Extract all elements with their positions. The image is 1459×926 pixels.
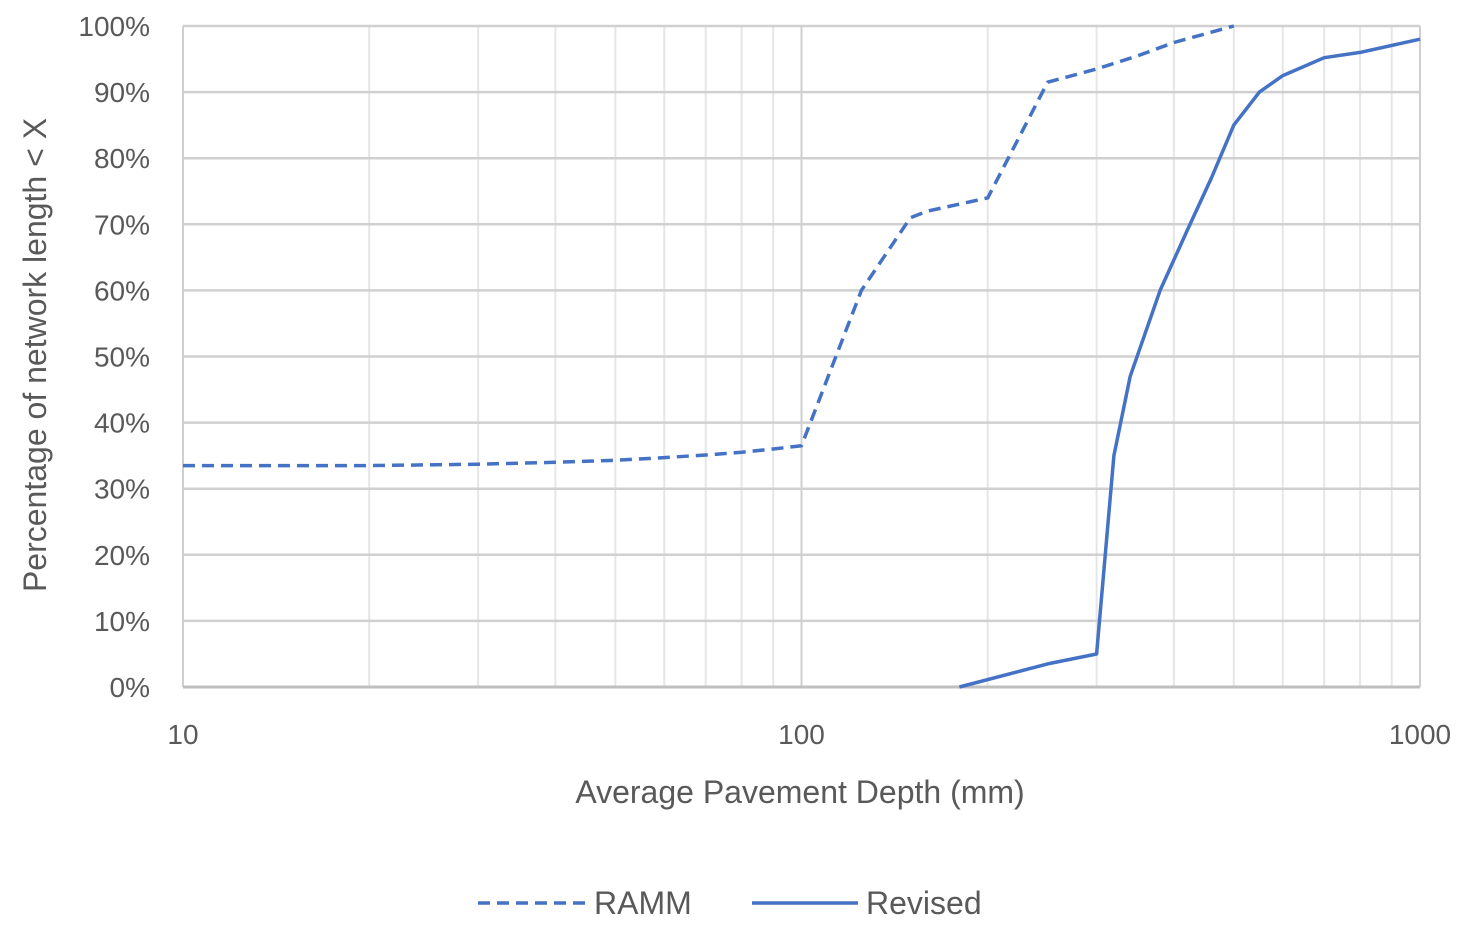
x-tick-label: 10	[167, 719, 198, 750]
tick-labels: 0% 10% 20% 30% 40% 50% 60% 70% 80% 90% 100% 10 100 10…	[78, 11, 1451, 750]
y-tick-label: 40%	[94, 408, 150, 439]
y-tick-label: 80%	[94, 143, 150, 174]
x-tick-label: 100	[778, 719, 825, 750]
y-tick-label: 0%	[110, 672, 150, 703]
y-tick-label: 100%	[78, 11, 150, 42]
y-tick-label: 60%	[94, 275, 150, 306]
legend: RAMM Revised	[478, 885, 982, 921]
legend-label-ramm: RAMM	[594, 885, 692, 921]
series-line-ramm	[183, 24, 1235, 468]
y-tick-label: 50%	[94, 342, 150, 373]
y-axis-label: Percentage of network length < X	[17, 118, 53, 592]
y-tick-label: 30%	[94, 474, 150, 505]
y-tick-label: 20%	[94, 540, 150, 571]
x-axis-label: Average Pavement Depth (mm)	[575, 774, 1024, 810]
legend-label-revised: Revised	[866, 885, 982, 921]
y-tick-label: 90%	[94, 77, 150, 108]
series-lines	[183, 24, 1421, 689]
x-tick-label: 1000	[1389, 719, 1451, 750]
y-tick-label: 10%	[94, 606, 150, 637]
y-tick-label: 70%	[94, 209, 150, 240]
grid	[182, 24, 1421, 689]
series-line-revised	[958, 37, 1421, 689]
